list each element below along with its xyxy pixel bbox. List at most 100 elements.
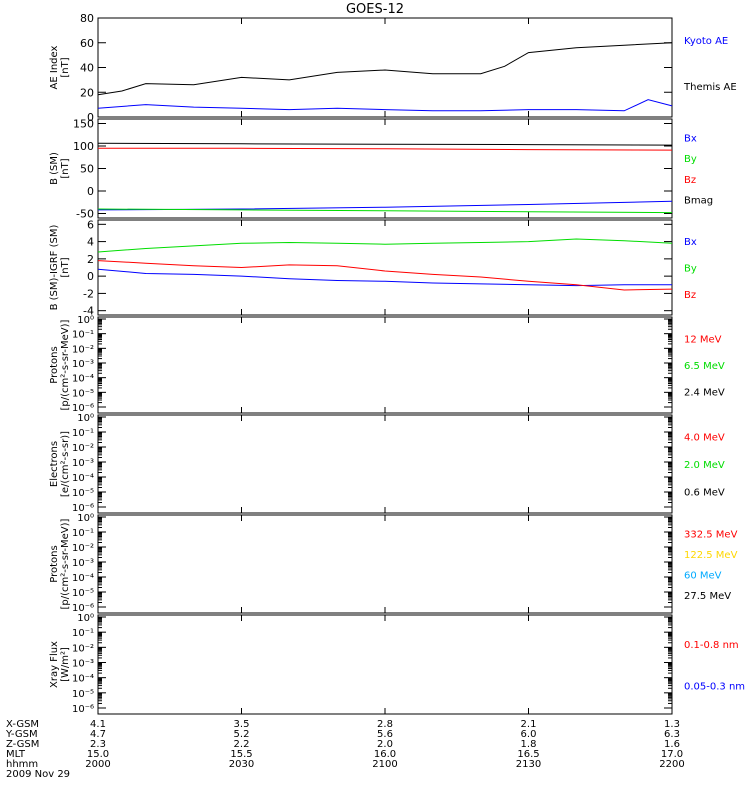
legend-label: 12 MeV [684,334,722,345]
y-tick-label: 40 [80,62,94,75]
panel-frame [97,414,673,514]
legend-label: By [684,264,697,275]
x-axis-value: 3.5 [234,719,250,730]
x-axis-row-label: X-GSM [6,719,39,730]
panel-frame [97,514,673,614]
legend-label: By [684,154,697,165]
x-axis-value: 2030 [229,759,254,770]
y-tick-label: 10⁰ [77,613,94,624]
y-tick-label: 10⁻³ [72,359,94,370]
legend-label: 0.1-0.8 nm [684,640,739,651]
series-line-kyoto-ae [97,99,673,112]
x-axis-row-label: Z-GSM [6,739,39,750]
x-axis-value: 2200 [659,759,684,770]
y-tick-label: -4 [83,305,94,318]
y-tick-label: 0 [87,111,94,124]
y-tick-label: 10⁻⁶ [72,403,94,414]
x-axis-value: 15.5 [230,749,252,760]
legend-label: 4.0 MeV [684,433,725,444]
y-tick-label: 10⁻⁴ [72,473,94,484]
x-axis-value: 1.6 [664,739,680,750]
legend-label: 332.5 MeV [684,529,738,540]
x-axis-value: 6.0 [521,729,537,740]
series-line-bz [98,147,673,151]
y-tick-label: 10⁻³ [72,659,94,670]
y-tick-label: 0 [87,185,94,198]
x-axis-value: 6.3 [664,729,680,740]
y-tick-label: 10⁻² [72,443,94,454]
y-axis-label: Protons[p/(cm²-s-sr-MeV)] [49,518,71,609]
legend-label: 6.5 MeV [684,361,725,372]
x-axis-value: 2.0 [377,739,393,750]
y-axis-label: B (SM)[nT] [49,152,71,185]
y-tick-label: 10⁻¹ [72,330,94,341]
y-tick-label: 50 [80,163,94,176]
series-line-bz [97,260,673,291]
y-tick-label: 10⁻⁵ [72,588,94,599]
legend-label: Bz [684,290,696,301]
y-tick-label: 10⁻² [72,643,94,654]
y-tick-label: 6 [87,218,94,231]
y-tick-label: 10⁻¹ [72,528,94,539]
y-tick-label: 10⁻⁴ [72,374,94,385]
series-line-by [97,238,673,253]
y-tick-label: 10⁻¹ [72,428,94,439]
legend-label: Bx [684,133,697,144]
y-tick-label: 10⁻² [72,344,94,355]
legend-label: 122.5 MeV [684,550,738,561]
x-axis-value: 2.1 [521,719,537,730]
legend-label: 2.0 MeV [684,460,725,471]
series-line-bx [97,200,673,211]
y-tick-label: 0 [87,270,94,283]
y-axis-label: AE Index[nT] [49,45,71,89]
legend-label: 2.4 MeV [684,388,725,399]
series-line-themis-ae [97,42,673,96]
y-tick-label: 10⁻⁴ [72,573,94,584]
panel-frame [97,316,673,414]
x-axis-row-label: Y-GSM [5,729,38,740]
legend-label: 0.6 MeV [684,487,725,498]
chart-title: GOES-12 [345,2,404,17]
y-tick-label: 10⁻⁴ [72,674,94,685]
series-line-bx [97,268,672,287]
x-axis-value: 5.6 [377,729,393,740]
y-axis-label: Electrons[e/(cm²-s-sr)] [49,431,71,497]
y-tick-label: 10⁻³ [72,558,94,569]
x-axis-value: 2130 [516,759,541,770]
legend-label: 27.5 MeV [684,591,731,602]
legend-label: Bmag [684,196,713,207]
panel-frame [97,219,673,316]
legend-label: Themis AE [683,82,737,93]
x-axis-value: 5.2 [234,729,250,740]
y-tick-label: 4 [87,236,94,249]
panel-frame [97,17,673,118]
y-tick-label: 2 [87,253,94,266]
y-tick-label: 150 [73,118,94,131]
x-axis-value: 4.1 [90,719,106,730]
x-axis-value: 2.3 [90,739,106,750]
x-axis-value: 17.0 [661,749,683,760]
y-tick-label: 10⁻⁶ [72,603,94,614]
series-line-by [97,208,673,214]
y-tick-label: 10⁻⁵ [72,488,94,499]
y-tick-label: 10⁻⁶ [72,704,94,715]
legend-label: Bz [684,175,696,186]
x-axis-value: 4.7 [90,729,106,740]
x-axis-value: 15.0 [87,749,109,760]
y-axis-label: Protons[p/(cm²-s-sr-MeV)] [49,319,71,410]
y-tick-label: 20 [80,86,94,99]
x-axis-value: 16.0 [374,749,396,760]
y-tick-label: -50 [76,208,94,221]
y-tick-label: 10⁰ [77,513,94,524]
y-tick-label: 10⁻³ [72,458,94,469]
x-axis-value: 16.5 [517,749,539,760]
x-axis-row-label: hhmm [6,759,38,770]
y-tick-label: 80 [80,12,94,25]
x-axis-value: 2000 [85,759,110,770]
x-axis-value: 2100 [372,759,397,770]
panel-frame [97,614,673,715]
y-tick-label: 10⁰ [77,315,94,326]
legend-label: 0.05-0.3 nm [684,681,745,692]
series-line-bmag [97,142,673,146]
